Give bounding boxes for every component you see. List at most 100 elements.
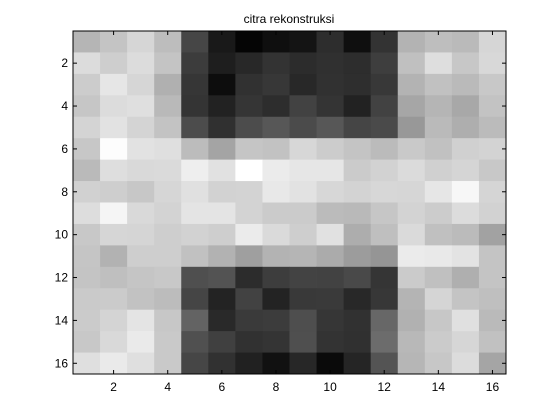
- heatmap-cell: [316, 52, 345, 75]
- axis-tick-labels: 2 4 6 8 10 12 14 16 2 4 6 8 10 12 14 16: [55, 56, 500, 394]
- heatmap-cell: [289, 95, 317, 118]
- heatmap-cell: [451, 352, 480, 375]
- heatmap-cell: [100, 331, 128, 353]
- heatmap-cell: [127, 73, 155, 96]
- heatmap-cell: [478, 309, 507, 332]
- heatmap-cell: [208, 202, 236, 225]
- heatmap-cell: [316, 138, 345, 161]
- heatmap-cell: [235, 331, 263, 353]
- heatmap-cell: [343, 73, 372, 96]
- heatmap-cell: [73, 95, 101, 118]
- heatmap-cell: [370, 116, 399, 139]
- heatmap-cell: [424, 73, 453, 96]
- heatmap-cell: [262, 181, 290, 203]
- heatmap-cell: [235, 138, 263, 161]
- heatmap-cell: [154, 73, 182, 96]
- heatmap-cell: [262, 331, 290, 353]
- heatmap-cell: [181, 266, 209, 289]
- x-tick-label: 14: [432, 380, 446, 394]
- heatmap-cell: [397, 266, 426, 289]
- heatmap-cell: [343, 331, 372, 353]
- heatmap-cell: [154, 95, 182, 118]
- heatmap-cell: [451, 331, 480, 353]
- heatmap-cell: [370, 352, 399, 375]
- heatmap-cell: [100, 309, 128, 332]
- heatmap-cell: [100, 73, 128, 96]
- heatmap-cell: [370, 245, 399, 268]
- heatmap-cell: [181, 52, 209, 75]
- heatmap-cell: [397, 52, 426, 75]
- heatmap-cell: [289, 309, 317, 332]
- heatmap-cell: [127, 331, 155, 353]
- heatmap-cell: [262, 245, 290, 268]
- heatmap-cell: [424, 245, 453, 268]
- heatmap-cell: [100, 116, 128, 139]
- heatmap-cell: [343, 95, 372, 118]
- heatmap-cell: [127, 116, 155, 139]
- heatmap-cell: [262, 266, 290, 289]
- heatmap-cell: [370, 73, 399, 96]
- heatmap-cell: [262, 223, 290, 246]
- heatmap-cell: [397, 95, 426, 118]
- y-tick-label: 2: [61, 56, 68, 70]
- heatmap-cell: [73, 352, 101, 375]
- heatmap-cell: [181, 223, 209, 246]
- heatmap-cell: [208, 95, 236, 118]
- heatmap-cell: [73, 288, 101, 311]
- heatmap-cell: [478, 181, 507, 203]
- heatmap-cell: [370, 266, 399, 289]
- heatmap-cell: [478, 352, 507, 375]
- heatmap-cell: [289, 181, 317, 203]
- x-tick-label: 4: [164, 380, 171, 394]
- heatmap-cell: [343, 202, 372, 225]
- heatmap-cell: [451, 202, 480, 225]
- heatmap-cell: [127, 352, 155, 375]
- heatmap-cell: [181, 181, 209, 203]
- heatmap-cell: [424, 31, 453, 53]
- heatmap-cell: [154, 202, 182, 225]
- heatmap-cell: [154, 31, 182, 53]
- heatmap-cell: [100, 31, 128, 53]
- plot-frame: [72, 30, 507, 375]
- heatmap-cell: [235, 31, 263, 53]
- heatmap-cell: [127, 309, 155, 332]
- heatmap-cell: [343, 181, 372, 203]
- heatmap-cell: [289, 202, 317, 225]
- heatmap-cell: [316, 266, 345, 289]
- heatmap-cell: [127, 95, 155, 118]
- heatmap-cell: [289, 73, 317, 96]
- heatmap-cell: [424, 181, 453, 203]
- heatmap-cell: [370, 288, 399, 311]
- heatmap-cell: [181, 159, 209, 182]
- heatmap-cell: [127, 181, 155, 203]
- heatmap-cell: [235, 352, 263, 375]
- y-tick-label: 8: [61, 185, 68, 199]
- y-tick-label: 4: [61, 99, 68, 113]
- heatmap-cell: [208, 31, 236, 53]
- heatmap-cell: [181, 202, 209, 225]
- heatmap-cell: [73, 181, 101, 203]
- heatmap-cell: [262, 202, 290, 225]
- heatmap-cell: [478, 138, 507, 161]
- heatmap-cell: [424, 202, 453, 225]
- heatmap-cell: [316, 181, 345, 203]
- heatmap-cell: [154, 181, 182, 203]
- heatmap-cell: [451, 288, 480, 311]
- heatmap-cell: [478, 245, 507, 268]
- heatmap-cell: [73, 266, 101, 289]
- heatmap-cell: [73, 223, 101, 246]
- heatmap-cell: [478, 202, 507, 225]
- heatmap-cell: [262, 159, 290, 182]
- heatmap-cell: [478, 31, 507, 53]
- heatmap-cell: [397, 309, 426, 332]
- heatmap-cell: [343, 288, 372, 311]
- heatmap-cell: [235, 266, 263, 289]
- heatmap-cell: [127, 202, 155, 225]
- heatmap-cell: [343, 159, 372, 182]
- heatmap-cell: [127, 138, 155, 161]
- heatmap-cell: [289, 223, 317, 246]
- heatmap-cell: [289, 288, 317, 311]
- heatmap-cell: [451, 309, 480, 332]
- x-tick-label: 2: [110, 380, 117, 394]
- heatmap-cell: [127, 266, 155, 289]
